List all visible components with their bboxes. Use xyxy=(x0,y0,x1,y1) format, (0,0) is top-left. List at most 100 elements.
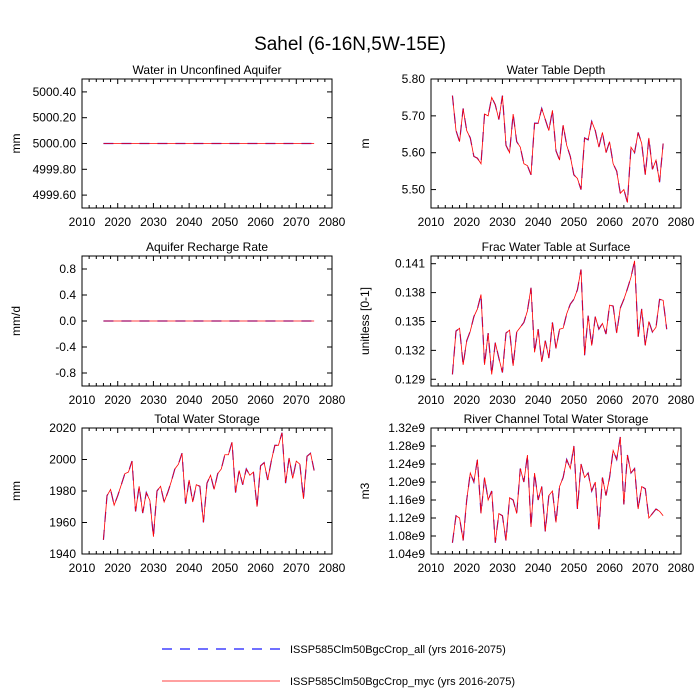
x-tick-label: 2020 xyxy=(104,393,131,407)
y-tick-label: 1960 xyxy=(49,516,76,530)
y-tick-label: -0.4 xyxy=(55,340,76,354)
x-tick-label: 2060 xyxy=(596,561,623,575)
x-tick-label: 2080 xyxy=(668,215,695,229)
legend-label: ISSP585Clm50BgcCrop_myc (yrs 2016-2075) xyxy=(290,676,515,688)
y-tick-label: 1.04e9 xyxy=(388,547,425,561)
y-tick-label: 2000 xyxy=(49,453,76,467)
panel-title: River Channel Total Water Storage xyxy=(464,412,649,426)
y-axis-label: m xyxy=(358,139,372,149)
x-tick-label: 2030 xyxy=(140,561,167,575)
x-tick-label: 2010 xyxy=(69,561,96,575)
x-tick-label: 2050 xyxy=(212,393,239,407)
x-tick-label: 2040 xyxy=(176,393,203,407)
series-myc-line xyxy=(103,432,315,540)
y-tick-label: 1.24e9 xyxy=(388,457,425,471)
panel-title: Water Table Depth xyxy=(507,63,606,77)
x-tick-label: 2060 xyxy=(247,393,274,407)
plot-frame xyxy=(430,78,682,209)
y-tick-label: 5.50 xyxy=(402,183,426,197)
y-tick-label: 0.4 xyxy=(59,288,76,302)
x-tick-label: 2030 xyxy=(489,215,516,229)
x-tick-label: 2010 xyxy=(69,393,96,407)
chart-panel: Water Table Depth m 2010 2020 2030 2040 2050 20… xyxy=(358,63,695,229)
panel-title: Water in Unconfined Aquifer xyxy=(133,63,282,77)
y-axis-label: mm xyxy=(9,134,23,154)
x-tick-label: 2030 xyxy=(140,393,167,407)
x-tick-label: 2060 xyxy=(247,215,274,229)
x-tick-label: 2040 xyxy=(525,215,552,229)
x-tick-label: 2050 xyxy=(561,215,588,229)
legend-label: ISSP585Clm50BgcCrop_all (yrs 2016-2075) xyxy=(290,644,506,656)
x-tick-label: 2080 xyxy=(319,561,346,575)
x-tick-label: 2070 xyxy=(632,561,659,575)
x-tick-label: 2060 xyxy=(596,215,623,229)
x-tick-label: 2030 xyxy=(489,393,516,407)
x-tick-label: 2060 xyxy=(596,393,623,407)
y-tick-label: 5000.40 xyxy=(33,85,77,99)
x-tick-label: 2020 xyxy=(104,215,131,229)
series-myc-line xyxy=(452,95,664,203)
x-tick-label: 2050 xyxy=(212,561,239,575)
y-tick-label: -0.8 xyxy=(55,366,76,380)
x-tick-label: 2010 xyxy=(418,561,445,575)
x-tick-label: 2070 xyxy=(632,215,659,229)
y-tick-label: 1.28e9 xyxy=(388,439,425,453)
y-tick-label: 4999.80 xyxy=(33,162,77,176)
y-tick-label: 1.16e9 xyxy=(388,493,425,507)
x-tick-label: 2020 xyxy=(453,215,480,229)
y-tick-label: 0.0 xyxy=(59,314,76,328)
panel-title: Total Water Storage xyxy=(154,412,260,426)
y-tick-label: 0.8 xyxy=(59,262,76,276)
x-tick-label: 2050 xyxy=(561,561,588,575)
y-axis-label: m3 xyxy=(358,482,372,499)
y-tick-label: 5000.00 xyxy=(33,137,77,151)
x-tick-label: 2040 xyxy=(525,393,552,407)
x-tick-label: 2040 xyxy=(176,215,203,229)
y-tick-label: 0.138 xyxy=(395,286,425,300)
x-tick-label: 2010 xyxy=(418,215,445,229)
x-tick-label: 2030 xyxy=(489,561,516,575)
chart-panel: Total Water Storage mm 2010 2020 2030 2040 205… xyxy=(9,412,346,575)
y-axis-label: unitless [0-1] xyxy=(358,287,372,355)
y-tick-label: 1980 xyxy=(49,484,76,498)
y-tick-label: 1.32e9 xyxy=(388,421,425,435)
figure-title: Sahel (6-16N,5W-15E) xyxy=(254,34,446,55)
x-tick-label: 2040 xyxy=(525,561,552,575)
y-tick-label: 1.20e9 xyxy=(388,475,425,489)
chart-panel: Frac Water Table at Surface unitless [0-1… xyxy=(358,240,695,407)
x-tick-label: 2080 xyxy=(668,561,695,575)
y-tick-label: 0.132 xyxy=(395,343,425,357)
y-tick-label: 5.80 xyxy=(402,72,426,86)
y-tick-label: 5000.20 xyxy=(33,111,77,125)
x-tick-label: 2020 xyxy=(453,561,480,575)
x-tick-label: 2050 xyxy=(561,393,588,407)
y-tick-label: 0.129 xyxy=(395,372,425,386)
y-tick-label: 0.141 xyxy=(395,257,425,271)
series-myc-line xyxy=(452,436,664,543)
plot-frame xyxy=(430,427,682,555)
x-tick-label: 2050 xyxy=(212,215,239,229)
x-tick-label: 2080 xyxy=(668,393,695,407)
x-tick-label: 2070 xyxy=(283,215,310,229)
x-tick-label: 2070 xyxy=(283,393,310,407)
x-tick-label: 2010 xyxy=(69,215,96,229)
x-tick-label: 2080 xyxy=(319,215,346,229)
y-tick-label: 1.12e9 xyxy=(388,511,425,525)
y-tick-label: 5.60 xyxy=(402,146,426,160)
x-tick-label: 2070 xyxy=(283,561,310,575)
x-tick-label: 2040 xyxy=(176,561,203,575)
series-myc-line xyxy=(452,260,668,375)
y-tick-label: 4999.60 xyxy=(33,188,77,202)
y-tick-label: 1940 xyxy=(49,547,76,561)
x-tick-label: 2080 xyxy=(319,393,346,407)
x-tick-label: 2010 xyxy=(418,393,445,407)
panel-title: Aquifer Recharge Rate xyxy=(146,240,268,254)
legend: ISSP585Clm50BgcCrop_all (yrs 2016-2075) I… xyxy=(162,644,515,688)
panel-title: Frac Water Table at Surface xyxy=(482,240,631,254)
chart-panel: River Channel Total Water Storage m3 2010 2… xyxy=(358,412,695,575)
x-tick-label: 2060 xyxy=(247,561,274,575)
x-tick-label: 2070 xyxy=(632,393,659,407)
chart-panels: Water in Unconfined Aquifer mm 2010 2020 203… xyxy=(9,63,695,575)
